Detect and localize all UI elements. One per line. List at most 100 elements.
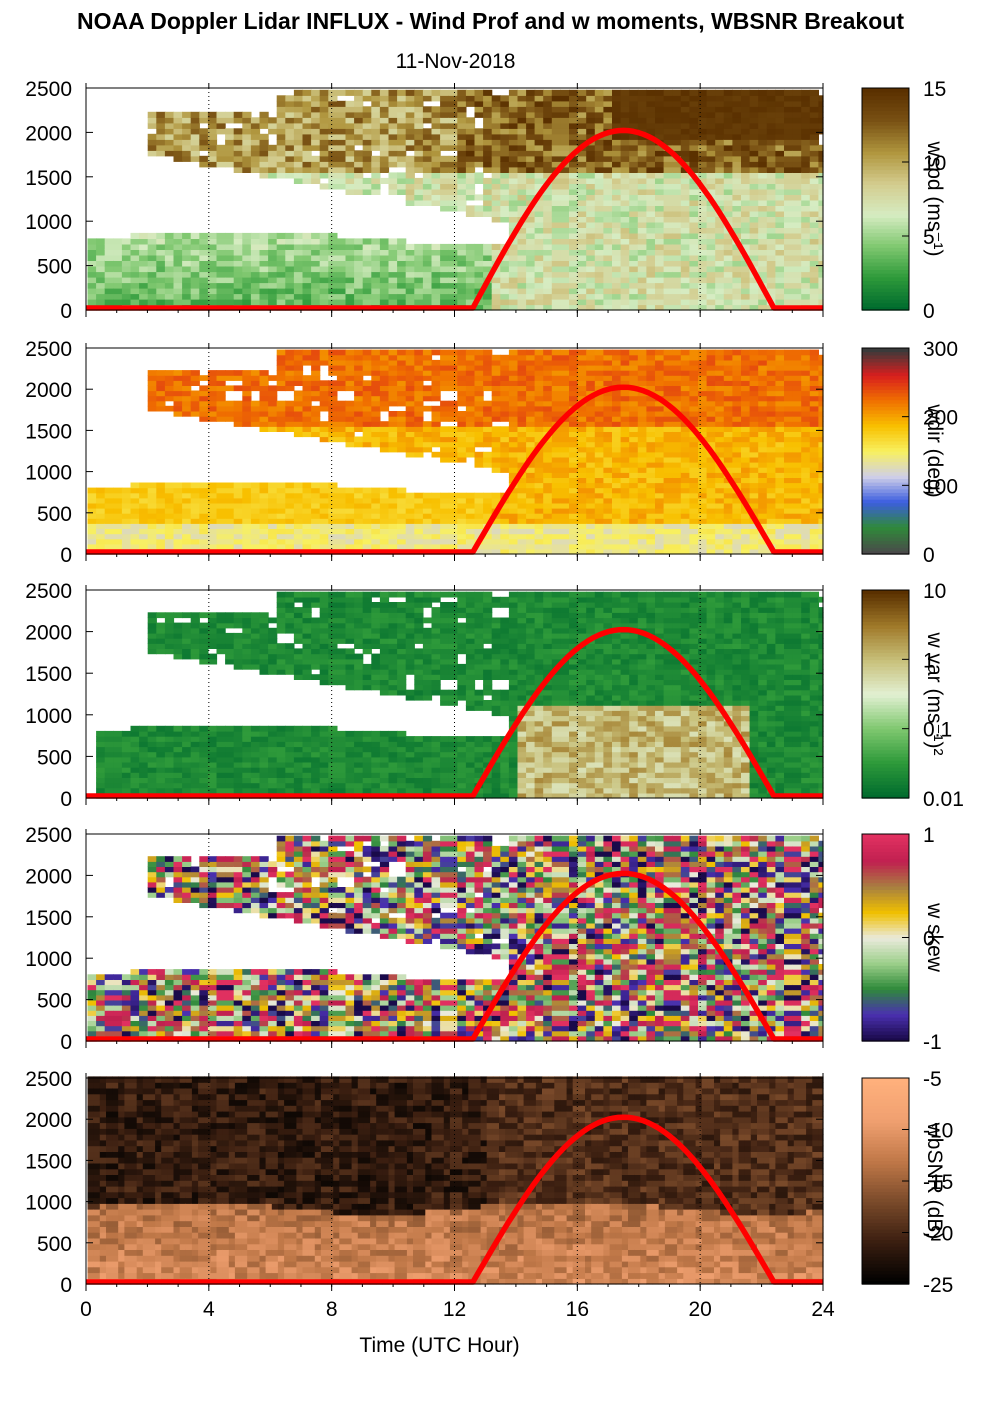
heatmap-cell xyxy=(646,128,656,135)
heatmap-cell xyxy=(319,390,329,397)
colorbar-step xyxy=(862,176,909,182)
heatmap-cell xyxy=(784,288,794,295)
heatmap-cell xyxy=(766,243,776,250)
heatmap-cell xyxy=(147,254,157,261)
heatmap-cell xyxy=(749,216,759,223)
heatmap-cell xyxy=(551,100,561,107)
colorbar-step xyxy=(862,276,909,282)
heatmap-cell xyxy=(560,254,570,261)
heatmap-cell xyxy=(603,266,613,273)
heatmap-cell xyxy=(319,166,329,173)
heatmap-cell xyxy=(414,451,424,458)
heatmap-cell xyxy=(672,431,682,438)
heatmap-cell xyxy=(336,122,347,129)
heatmap-cell xyxy=(560,487,570,494)
heatmap-cell xyxy=(723,304,733,311)
heatmap-cell xyxy=(465,249,476,256)
heatmap-cell xyxy=(749,221,759,228)
heatmap-cell xyxy=(491,497,501,504)
heatmap-cell xyxy=(414,538,424,545)
heatmap-cell xyxy=(474,243,484,250)
heatmap-cell xyxy=(491,405,501,412)
heatmap-cell xyxy=(594,188,604,195)
heatmap-cell xyxy=(233,139,243,146)
heatmap-cell xyxy=(113,497,123,504)
heatmap-cell xyxy=(715,299,725,306)
heatmap-cell xyxy=(242,411,252,417)
heatmap-cell xyxy=(543,523,553,529)
heatmap-cell xyxy=(345,528,355,535)
heatmap-cell xyxy=(207,482,218,489)
heatmap-cell xyxy=(268,122,278,129)
heatmap-cell xyxy=(784,106,794,113)
heatmap-cell xyxy=(250,513,261,519)
heatmap-cell xyxy=(749,155,759,162)
heatmap-cell xyxy=(586,354,596,361)
heatmap-cell xyxy=(319,238,329,245)
heatmap-cell xyxy=(491,299,501,306)
heatmap-cell xyxy=(225,299,235,306)
colorbar-step xyxy=(862,298,909,304)
heatmap-cell xyxy=(130,243,140,250)
heatmap-cell xyxy=(474,395,484,402)
heatmap-cell xyxy=(500,293,510,300)
heatmap-cell xyxy=(809,188,819,195)
heatmap-cell xyxy=(483,194,493,201)
heatmap-cell xyxy=(483,411,493,417)
heatmap-cell xyxy=(440,446,450,453)
heatmap-cell xyxy=(302,497,312,504)
heatmap-cell xyxy=(397,395,407,402)
heatmap-cell xyxy=(431,451,441,458)
heatmap-cell xyxy=(629,548,639,555)
heatmap-cell xyxy=(680,492,690,499)
heatmap-cell xyxy=(328,282,338,289)
heatmap-cell xyxy=(723,188,733,195)
heatmap-cell xyxy=(483,365,493,371)
heatmap-cell xyxy=(182,411,192,417)
heatmap-cell xyxy=(603,390,613,397)
heatmap-cell xyxy=(766,150,776,157)
heatmap-cell xyxy=(680,150,690,157)
heatmap-cell xyxy=(259,543,269,550)
heatmap-cell xyxy=(474,523,484,529)
colorbar-step xyxy=(862,132,909,137)
heatmap-cell xyxy=(216,385,226,392)
heatmap-cell xyxy=(569,349,579,356)
heatmap-cell xyxy=(448,89,458,96)
heatmap-cell xyxy=(293,411,304,417)
heatmap-cell xyxy=(732,194,742,201)
heatmap-cell xyxy=(164,144,175,151)
heatmap-cell xyxy=(156,144,166,151)
heatmap-cell xyxy=(663,299,673,306)
heatmap-cell xyxy=(388,354,398,361)
heatmap-cell xyxy=(448,111,458,118)
heatmap-cell xyxy=(448,288,458,295)
heatmap-cell xyxy=(586,271,596,278)
heatmap-cell xyxy=(268,426,278,432)
heatmap-cell xyxy=(500,128,510,135)
heatmap-cell xyxy=(173,487,183,494)
heatmap-cell xyxy=(698,177,708,184)
heatmap-cell xyxy=(302,482,312,489)
heatmap-cell xyxy=(388,150,398,157)
heatmap-cell xyxy=(414,139,424,146)
heatmap-cell xyxy=(130,523,140,529)
heatmap-cell xyxy=(448,277,458,284)
heatmap-cell xyxy=(620,100,630,107)
heatmap-cell xyxy=(749,128,759,135)
heatmap-cell xyxy=(371,431,381,438)
heatmap-cell xyxy=(216,538,226,545)
heatmap-cell xyxy=(526,462,536,468)
heatmap-cell xyxy=(104,277,114,284)
heatmap-cell xyxy=(190,492,200,499)
heatmap-cell xyxy=(551,304,561,311)
heatmap-cell xyxy=(680,533,690,540)
heatmap-cell xyxy=(405,249,415,256)
heatmap-cell xyxy=(620,502,630,509)
heatmap-cell xyxy=(302,232,312,239)
heatmap-cell xyxy=(156,128,166,135)
heatmap-cell xyxy=(818,161,824,168)
heatmap-cell xyxy=(448,543,458,550)
heatmap-cell xyxy=(354,166,364,173)
heatmap-cell xyxy=(465,117,476,124)
